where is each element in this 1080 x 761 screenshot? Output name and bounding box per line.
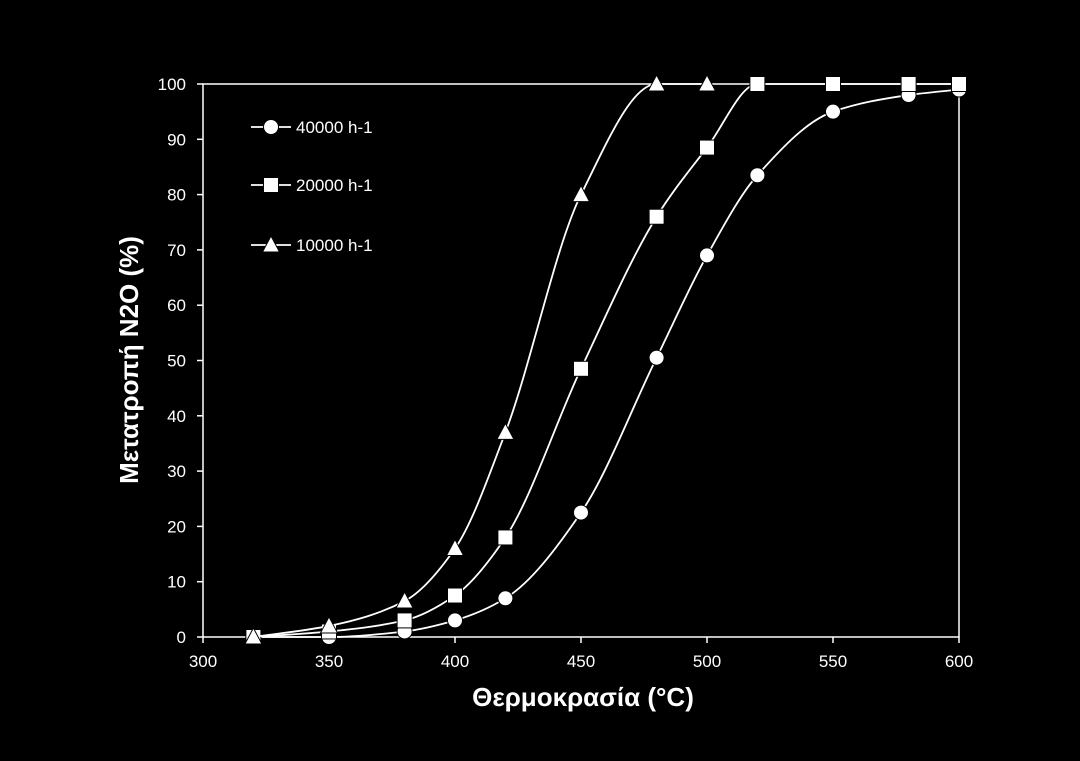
y-tick-label: 0 xyxy=(177,628,186,647)
legend-marker-circle xyxy=(263,119,279,135)
data-point-square xyxy=(951,76,967,92)
x-axis-title: Θερμοκρασία (°C) xyxy=(472,682,694,712)
y-tick-label: 40 xyxy=(167,407,186,426)
y-tick-label: 10 xyxy=(167,573,186,592)
y-tick-label: 100 xyxy=(158,75,186,94)
y-tick-label: 50 xyxy=(167,352,186,371)
data-point-square xyxy=(447,587,463,604)
legend: 40000 h-1 20000 h-1 10000 h-1 xyxy=(251,118,373,255)
legend-item-triangle: 10000 h-1 xyxy=(251,234,373,255)
data-point-circle xyxy=(825,103,841,120)
legend-marker-square xyxy=(263,177,279,193)
data-point-circle xyxy=(648,349,665,366)
data-point-triangle xyxy=(647,73,666,92)
y-tick-label: 90 xyxy=(167,130,186,149)
data-point-circle xyxy=(699,247,715,264)
y-axis: 0 10 20 30 40 50 60 70 80 90 100 xyxy=(158,75,203,647)
y-tick-label: 70 xyxy=(167,241,186,260)
y-tick-label: 60 xyxy=(167,296,186,315)
legend-label: 20000 h-1 xyxy=(296,176,373,195)
x-tick-label: 500 xyxy=(693,652,721,671)
data-point-square xyxy=(699,139,715,156)
x-axis: 300 350 400 450 500 550 600 xyxy=(189,637,973,671)
data-point-triangle xyxy=(244,626,263,645)
data-point-square xyxy=(648,208,665,225)
series-layer xyxy=(244,73,967,645)
x-tick-label: 400 xyxy=(441,652,469,671)
data-point-square xyxy=(749,76,766,92)
series-triangle xyxy=(244,73,717,645)
data-point-circle xyxy=(447,612,463,629)
x-tick-label: 550 xyxy=(819,652,847,671)
x-tick-label: 300 xyxy=(189,652,217,671)
data-point-triangle xyxy=(395,590,414,609)
data-point-triangle xyxy=(319,615,339,634)
data-point-triangle xyxy=(697,73,717,92)
y-tick-label: 80 xyxy=(167,186,186,205)
y-tick-label: 20 xyxy=(167,517,186,536)
x-tick-label: 600 xyxy=(945,652,973,671)
legend-label: 40000 h-1 xyxy=(296,118,373,137)
data-point-square xyxy=(573,360,589,377)
data-point-circle xyxy=(573,504,589,521)
data-point-square xyxy=(497,529,514,546)
data-point-circle xyxy=(497,590,514,607)
y-axis-title: Μετατροπή N2O (%) xyxy=(114,236,144,484)
plot-area xyxy=(202,83,960,638)
data-point-triangle xyxy=(571,184,591,203)
x-tick-label: 450 xyxy=(567,652,595,671)
data-point-triangle xyxy=(445,538,465,557)
legend-item-circle: 40000 h-1 xyxy=(251,118,373,137)
data-point-square xyxy=(900,76,917,92)
x-tick-label: 350 xyxy=(315,652,343,671)
data-point-triangle xyxy=(496,422,515,440)
legend-item-square: 20000 h-1 xyxy=(251,176,373,195)
y-tick-label: 30 xyxy=(167,462,186,481)
series-line-triangle xyxy=(253,83,707,638)
legend-marker-triangle xyxy=(261,234,281,253)
data-point-square xyxy=(396,612,413,629)
legend-label: 10000 h-1 xyxy=(296,236,373,255)
data-point-square xyxy=(825,76,841,92)
data-point-circle xyxy=(749,167,766,184)
